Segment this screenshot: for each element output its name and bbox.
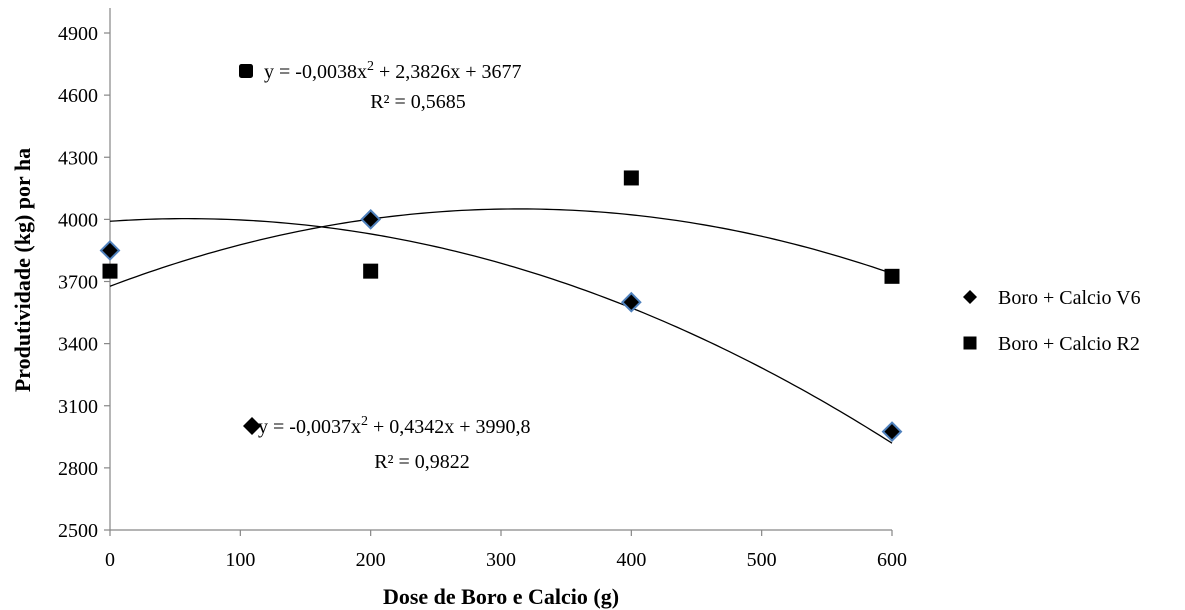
x-tick-label: 0 — [105, 549, 115, 571]
equation-marker-diamond — [243, 417, 261, 435]
data-point-square — [623, 170, 639, 186]
x-tick-label: 200 — [356, 549, 386, 571]
r-squared-label: R² = 0,9822 — [374, 451, 470, 473]
r-squared-label: R² = 0,5685 — [370, 91, 466, 113]
y-tick-label: 3100 — [58, 396, 98, 418]
data-point-square — [102, 263, 118, 279]
data-point-diamond — [620, 291, 642, 313]
data-point-diamond — [99, 240, 121, 261]
x-tick-label: 500 — [747, 549, 777, 571]
equation-superscript: 2 — [367, 59, 374, 74]
trendline — [109, 208, 893, 287]
data-point-diamond — [881, 421, 903, 443]
trendline-equations: y = -0,0037x2 + 0,4342x + 3990,8R² = 0,9… — [239, 59, 531, 473]
x-tick-label: 300 — [486, 549, 516, 571]
legend-label: Boro + Calcio R2 — [998, 333, 1140, 355]
data-points — [99, 170, 903, 443]
legend-marker-square — [963, 336, 977, 350]
x-tick-label: 600 — [877, 549, 907, 571]
data-point-square — [884, 268, 900, 284]
y-tick-label: 4300 — [58, 147, 98, 169]
y-tick-label: 3700 — [58, 272, 98, 294]
data-point-diamond — [360, 208, 382, 230]
legend: Boro + Calcio V6 Boro + Calcio R2 — [963, 287, 1141, 355]
axes — [109, 8, 892, 531]
y-tick-label: 3400 — [58, 334, 98, 356]
data-point-square — [363, 263, 379, 279]
equation-main: y = -0,0038x — [264, 61, 367, 83]
y-tick-label: 2800 — [58, 458, 98, 480]
equation-rest: + 0,4342x + 3990,8 — [368, 416, 531, 438]
equation-marker-square — [239, 64, 253, 78]
y-tick-label: 2500 — [58, 520, 98, 542]
legend-label: Boro + Calcio V6 — [998, 287, 1141, 309]
x-tick-label: 100 — [225, 549, 255, 571]
y-tick-label: 4000 — [58, 209, 98, 231]
trendline-equation: y = -0,0038x2 + 2,3826x + 3677 — [264, 59, 522, 83]
x-tick-label: 400 — [616, 549, 646, 571]
trendline-equation: y = -0,0037x2 + 0,4342x + 3990,8 — [258, 414, 531, 438]
x-axis-title: Dose de Boro e Calcio (g) — [383, 584, 619, 609]
equation-rest: + 2,3826x + 3677 — [374, 61, 522, 83]
trendline — [109, 217, 893, 444]
y-tick-label: 4600 — [58, 85, 98, 107]
y-axis-title: Produtividade (kg) por ha — [10, 148, 35, 392]
equation-superscript: 2 — [361, 414, 368, 429]
legend-marker-diamond — [963, 290, 977, 304]
trendlines — [109, 208, 893, 444]
equation-main: y = -0,0037x — [258, 416, 361, 438]
y-tick-label: 4900 — [58, 23, 98, 45]
